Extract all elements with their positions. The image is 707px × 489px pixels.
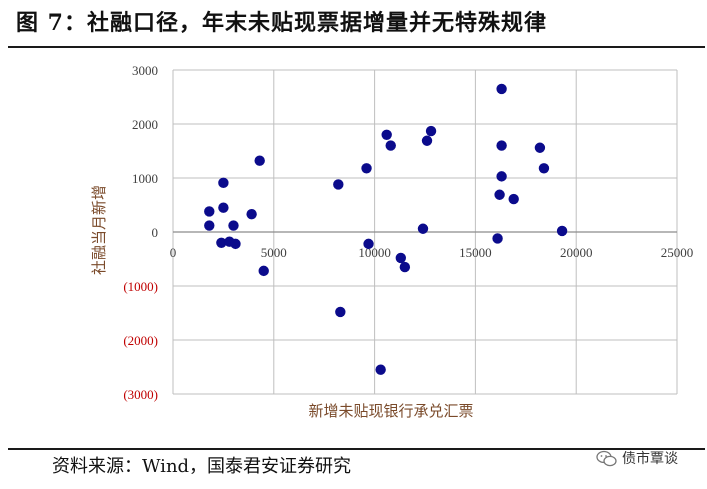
watermark: 债市覃谈	[596, 447, 678, 471]
x-tick-label: 5000	[261, 245, 287, 260]
y-tick-label: 0	[152, 225, 159, 240]
data-point	[494, 189, 505, 200]
data-point	[508, 193, 519, 205]
data-point	[385, 140, 396, 151]
x-tick-label: 25000	[661, 245, 694, 260]
data-point	[496, 83, 507, 95]
data-point	[218, 202, 229, 213]
y-tick-label: 1000	[132, 171, 158, 186]
data-point	[417, 223, 429, 234]
wechat-icon	[596, 450, 617, 467]
y-tick-label: (2000)	[123, 333, 158, 348]
x-tick-label: 15000	[459, 245, 492, 260]
data-point	[492, 233, 503, 244]
data-point	[556, 225, 568, 237]
source-note: 资料来源：Wind，国泰君安证券研究	[52, 456, 352, 477]
data-point	[425, 125, 437, 137]
data-point	[218, 177, 229, 189]
y-tick-label: 3000	[132, 63, 158, 78]
x-tick-label: 20000	[560, 245, 593, 260]
data-point	[216, 237, 227, 248]
figure-title: 图 7：社融口径，年末未贴现票据增量并无特殊规律	[16, 10, 547, 36]
data-point	[421, 135, 433, 146]
data-point	[333, 179, 344, 190]
bottom-rule	[8, 448, 705, 450]
data-point	[363, 238, 374, 250]
y-axis-title: 社融当月新增	[90, 185, 108, 275]
data-point	[496, 171, 507, 182]
data-point	[375, 364, 386, 375]
watermark-text: 债市覃谈	[622, 451, 678, 467]
data-point	[254, 155, 265, 166]
data-point	[228, 220, 239, 231]
data-point	[335, 306, 346, 318]
data-point	[534, 142, 546, 153]
data-point	[230, 238, 241, 250]
data-point	[381, 129, 392, 140]
y-tick-label: (3000)	[123, 387, 158, 402]
data-point	[204, 206, 215, 217]
data-point	[258, 265, 269, 277]
y-tick-label: 2000	[132, 117, 158, 132]
data-point	[496, 140, 507, 151]
data-point	[538, 163, 550, 174]
x-tick-label: 10000	[358, 245, 391, 260]
x-axis-title: 新增未贴现银行承兑汇票	[308, 402, 473, 420]
x-tick-label: 0	[170, 245, 177, 260]
data-point	[361, 163, 372, 174]
data-point	[204, 220, 215, 231]
point-layer	[204, 83, 568, 375]
data-point	[399, 261, 411, 273]
data-point	[246, 208, 257, 220]
y-tick-label: (1000)	[123, 279, 158, 294]
data-point	[395, 252, 407, 264]
top-rule	[8, 46, 705, 48]
